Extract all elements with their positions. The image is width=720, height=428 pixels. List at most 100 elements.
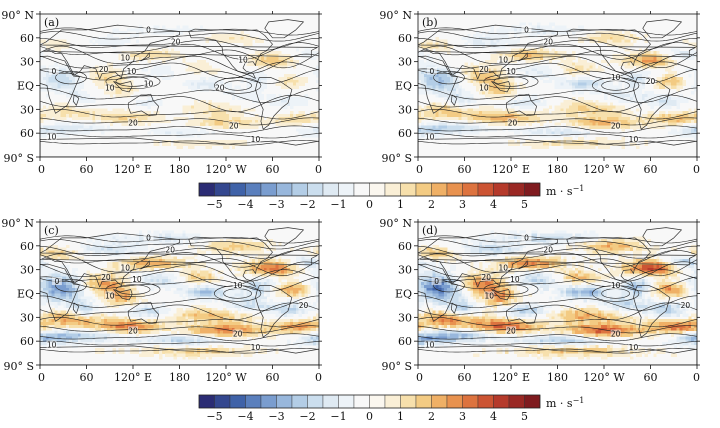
x-tick-label: 180 (169, 371, 190, 384)
contour-line (40, 348, 319, 354)
contour-label: 20 (646, 77, 656, 86)
contour-line (418, 61, 697, 79)
colorbar-tick-label: 5 (521, 410, 528, 423)
contour-label: 10 (233, 281, 243, 290)
y-tick-label: 90° N (379, 217, 412, 230)
contour-line (40, 27, 319, 36)
colorbars-group: −5 −4 −3 −2 −1 0 1 2 3 4 5 m · s−1 −5 −4 −3 −2 −1 0 1 2 3 4 5 m… (198, 182, 584, 423)
y-tick-label: 30 (398, 56, 412, 69)
wind-contours (418, 27, 697, 146)
x-tick-label: 60 (458, 371, 472, 384)
y-tick-label: 90° N (1, 217, 34, 230)
y-tick-label: 90° N (1, 9, 34, 22)
colorbar-tick-label: −3 (268, 410, 284, 423)
colorbar-swatch (462, 394, 479, 409)
contour-line (418, 269, 697, 287)
y-tick-label: 60 (20, 32, 34, 45)
contour-label: 20 (128, 118, 138, 127)
contour-label: 10 (506, 67, 516, 76)
panel-label: (a) (44, 16, 59, 29)
contour-line (418, 347, 697, 354)
colorbar-swatch (245, 182, 262, 197)
contour-label: 0 (55, 277, 60, 286)
colorbar-tick-label: 4 (490, 198, 497, 211)
colorbar-tick-label: −1 (330, 410, 346, 423)
x-tick-label: 120° E (114, 163, 152, 176)
x-tick-label: 120° E (114, 371, 152, 384)
colorbar-swatch (508, 182, 525, 197)
contour-line (418, 140, 697, 146)
colorbar-swatch (446, 182, 463, 197)
colorbar-tick-label: 3 (459, 198, 466, 211)
contour-label: 10 (105, 291, 115, 300)
contour-line (418, 302, 697, 321)
colorbar-swatch (229, 394, 246, 409)
contour-line (40, 108, 319, 120)
contour-line (418, 27, 697, 36)
panel-field: 0 20 10 20 10 10 0 10 20 10 20 20 10 10 (40, 14, 319, 157)
contour-label: 10 (425, 341, 435, 350)
contour-label: 20 (215, 83, 225, 92)
contour-line (40, 325, 319, 334)
contour-label: 20 (543, 245, 553, 254)
contour-label: 10 (238, 56, 248, 65)
contour-label: 20 (479, 65, 489, 74)
colorbar-swatch (214, 182, 231, 197)
colorbar-tick-label: 4 (490, 410, 497, 423)
contour-label: 10 (510, 275, 520, 284)
contour-line (40, 295, 319, 311)
y-tick-label: 90° S (3, 152, 34, 165)
colorbar-swatch (353, 394, 370, 409)
colorbar-swatch (322, 394, 339, 409)
wind-contours (418, 235, 697, 354)
contour-line (40, 239, 319, 250)
contour-line (418, 38, 697, 51)
colorbar-swatch (446, 394, 463, 409)
x-tick-label: 120° W (583, 371, 625, 384)
x-tick-label: 0 (693, 371, 700, 384)
contour-line (40, 140, 319, 146)
contour-label: 20 (611, 122, 621, 131)
x-tick-label: 180 (547, 371, 568, 384)
contour-line (40, 61, 319, 79)
colorbar-swatch (307, 394, 324, 409)
colorbar-tick-label: −2 (299, 198, 315, 211)
colorbar-swatch (198, 182, 215, 197)
contour-line (40, 333, 319, 342)
contour-label: 10 (425, 133, 435, 142)
colorbar-2: −5 −4 −3 −2 −1 0 1 2 3 4 5 m · s−1 (198, 394, 584, 423)
colorbar-tick-label: 0 (366, 198, 373, 211)
colorbar-tick-label: −5 (206, 410, 222, 423)
colorbar-swatch (493, 182, 510, 197)
colorbar-swatch (462, 182, 479, 197)
x-tick-label: 180 (547, 163, 568, 176)
contour-label: 20 (506, 326, 516, 335)
contour-label: 20 (233, 330, 243, 339)
contour-label: 0 (524, 25, 529, 34)
contour-label: 10 (144, 80, 154, 89)
contour-label: 10 (47, 133, 57, 142)
colorbar-tick-label: 1 (397, 410, 404, 423)
colorbar-swatch (229, 182, 246, 197)
y-tick-label: 60 (20, 127, 34, 140)
wind-contours (40, 235, 319, 354)
contour-label: 20 (481, 273, 491, 282)
contour-label: 10 (132, 275, 142, 284)
contour-label: 10 (611, 73, 621, 82)
x-tick-label: 60 (266, 163, 280, 176)
x-tick-label: 60 (80, 371, 94, 384)
contour-label: 20 (229, 122, 239, 131)
contour-line (40, 245, 319, 259)
y-tick-label: 60 (398, 127, 412, 140)
colorbar-swatch (307, 182, 324, 197)
colorbar-swatch (508, 394, 525, 409)
colorbar-swatch (369, 182, 386, 197)
contour-label: 10 (498, 264, 508, 273)
coastlines (418, 19, 697, 157)
x-tick-label: 0 (38, 163, 45, 176)
contour-line (418, 261, 697, 282)
colorbar-swatch (369, 394, 386, 409)
y-tick-label: 60 (398, 335, 412, 348)
contour-line (418, 53, 697, 74)
